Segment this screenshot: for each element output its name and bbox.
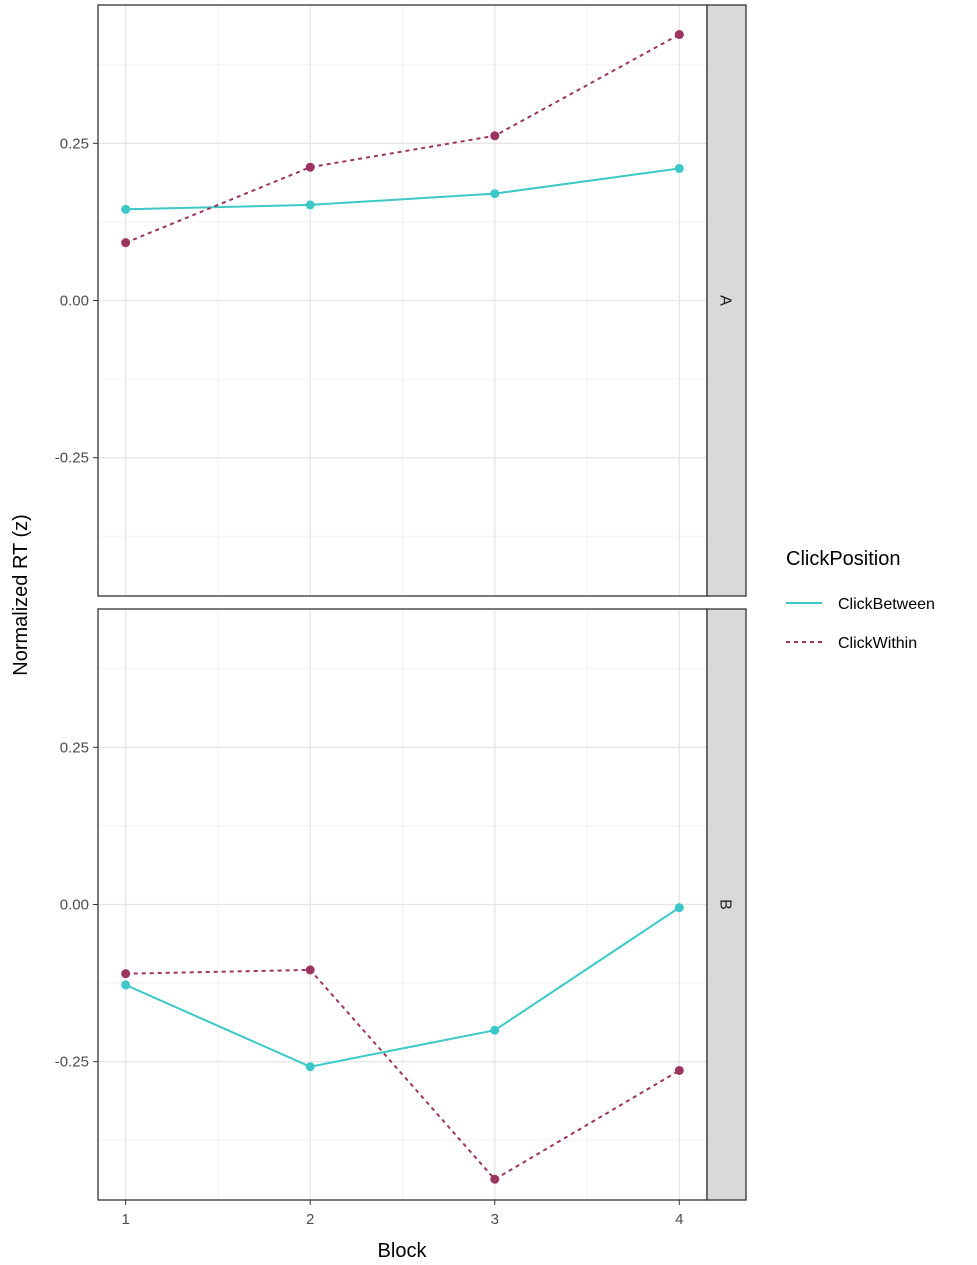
data-point-clickbetween	[674, 903, 684, 913]
data-point-clickbetween	[305, 200, 315, 210]
x-tick-label: 4	[675, 1211, 683, 1228]
x-axis: 1 2 3 4	[122, 1200, 683, 1228]
x-tick-label: 1	[122, 1211, 130, 1228]
legend: ClickPosition ClickBetween ClickWithin	[786, 548, 935, 652]
data-point-clickbetween	[121, 980, 131, 990]
facet-strip	[706, 608, 747, 1201]
facet-panels: -0.25 0.00 0.25 A -0.25 0.00 0.25 B	[55, 4, 747, 1201]
series-line-clickbetween	[125, 167, 680, 211]
data-point-clickwithin	[121, 969, 131, 979]
data-point-clickwithin	[305, 965, 315, 975]
facet-strip-label: A	[717, 295, 734, 306]
data-point-clickwithin	[121, 238, 131, 248]
facet-panel-b: -0.25 0.00 0.25 B	[55, 608, 747, 1201]
y-tick-label: 0.00	[60, 293, 89, 310]
y-tick-label: 0.00	[60, 897, 89, 914]
data-point-clickbetween	[305, 1062, 315, 1072]
facet-strip	[706, 4, 747, 597]
legend-title: ClickPosition	[786, 548, 900, 570]
data-point-clickwithin	[674, 30, 684, 40]
data-point-clickbetween	[490, 1025, 500, 1035]
data-point-clickbetween	[674, 163, 684, 173]
y-tick-label: -0.25	[55, 450, 89, 467]
y-axis-title: Normalized RT (z)	[10, 514, 32, 676]
data-point-clickbetween	[121, 204, 131, 214]
facet-strip-label: B	[717, 899, 734, 910]
facet-panel-a: -0.25 0.00 0.25 A	[55, 4, 747, 597]
data-point-clickbetween	[490, 189, 500, 199]
data-point-clickwithin	[490, 1174, 500, 1184]
y-tick-label: 0.25	[60, 739, 89, 756]
series-line-clickwithin	[125, 33, 680, 244]
legend-label-clickbetween: ClickBetween	[838, 596, 935, 613]
legend-label-clickwithin: ClickWithin	[838, 635, 917, 652]
data-point-clickwithin	[674, 1065, 684, 1075]
series-line-clickwithin	[125, 968, 680, 1181]
data-point-clickwithin	[490, 131, 500, 141]
y-tick-label: -0.25	[55, 1054, 89, 1071]
x-axis-title: Block	[378, 1240, 428, 1262]
data-point-clickwithin	[305, 162, 315, 172]
y-tick-label: 0.25	[60, 135, 89, 152]
x-tick-label: 2	[306, 1211, 314, 1228]
x-tick-label: 3	[491, 1211, 499, 1228]
series-line-clickbetween	[125, 906, 680, 1068]
